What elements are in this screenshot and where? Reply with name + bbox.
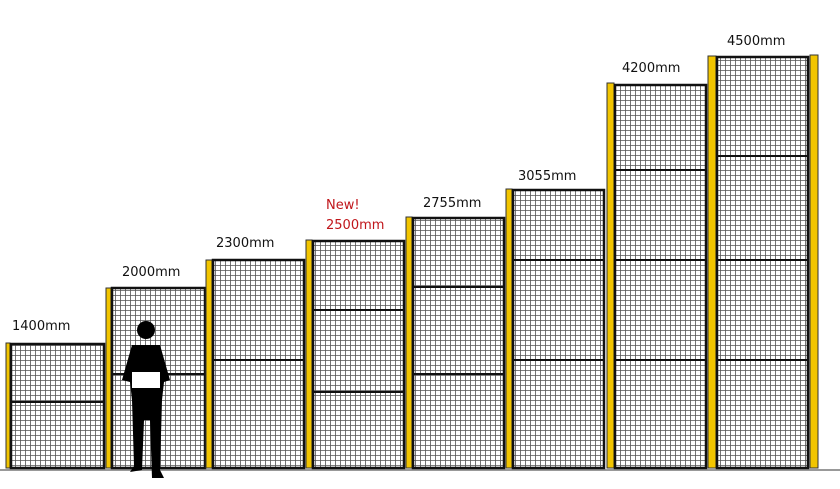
height-label: 2300mm [216, 236, 274, 251]
height-label: 2755mm [423, 196, 481, 211]
post [606, 82, 615, 469]
mesh-panel [211, 258, 306, 470]
mesh-panel [9, 342, 106, 470]
new-badge: New! [326, 198, 360, 213]
post [105, 287, 112, 469]
height-label: 4200mm [622, 61, 680, 76]
height-label: 2500mm [326, 218, 384, 233]
post [5, 342, 11, 469]
mesh-panel [613, 83, 708, 470]
mesh-panel [311, 239, 406, 470]
height-label: 1400mm [12, 319, 70, 334]
person-silhouette [122, 321, 170, 478]
post [505, 188, 513, 469]
height-label: 3055mm [518, 169, 576, 184]
mesh-panel [511, 188, 606, 470]
post [305, 239, 313, 469]
post [809, 54, 819, 469]
post [205, 259, 213, 469]
post [707, 55, 717, 469]
height-label: 4500mm [727, 34, 785, 49]
height-label: 2000mm [122, 265, 180, 280]
mesh-panel [411, 216, 506, 470]
mesh-panel [715, 55, 810, 470]
post [405, 216, 413, 469]
